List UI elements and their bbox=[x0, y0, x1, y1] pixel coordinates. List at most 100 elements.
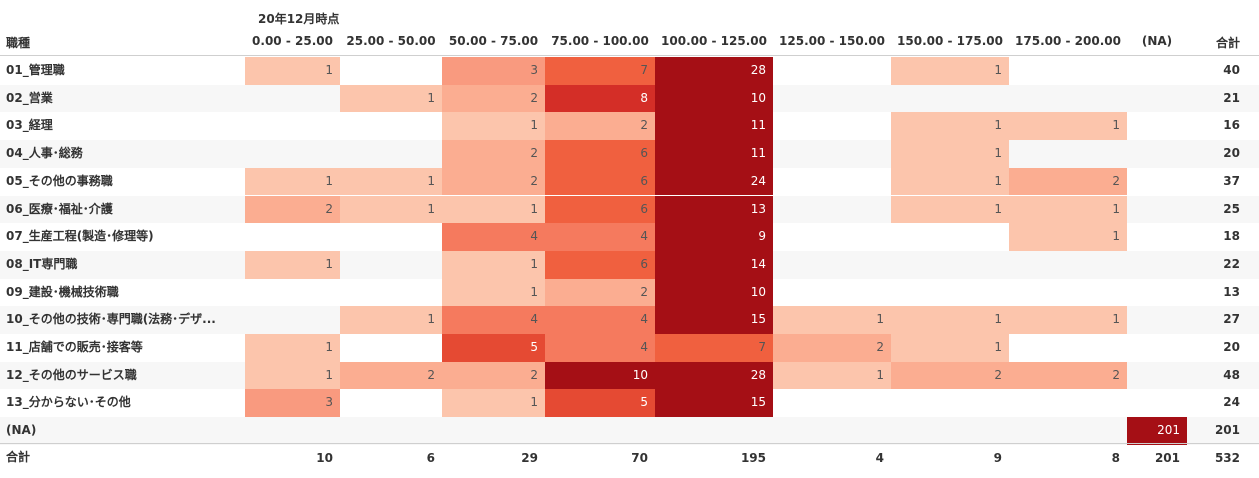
heatmap-cell: 1 bbox=[442, 389, 545, 418]
table-row: 11_店舗での販売･接客等 1 5 4 7 2 1 20 bbox=[0, 334, 1259, 362]
heatmap-cell: 2 bbox=[891, 361, 1009, 390]
row-label: 03_経理 bbox=[6, 118, 53, 133]
heatmap-cell: 1 bbox=[442, 250, 545, 279]
column-total: 29 bbox=[521, 451, 538, 465]
heatmap-cell: 3 bbox=[245, 389, 340, 418]
heatmap-cell: 2 bbox=[442, 84, 545, 113]
heatmap-cell: 5 bbox=[545, 389, 655, 418]
heatmap-cell: 2 bbox=[1009, 361, 1127, 390]
table-row: 12_その他のサービス職 1 2 2 10 28 1 2 2 48 bbox=[0, 361, 1259, 390]
heatmap-cell: 11 bbox=[655, 112, 773, 141]
row-total: 201 bbox=[1214, 423, 1240, 438]
table-row: 03_経理 1 2 11 1 1 16 bbox=[0, 112, 1259, 141]
row-label: 05_その他の事務職 bbox=[6, 173, 113, 188]
table-row: 06_医療･福祉･介護 2 1 1 6 13 1 1 25 bbox=[0, 195, 1259, 224]
column-header: 75.00 - 100.00 bbox=[551, 34, 649, 48]
row-total: 25 bbox=[1223, 201, 1240, 216]
heatmap-cell: 2 bbox=[773, 334, 891, 362]
heatmap-cell: 1 bbox=[245, 361, 340, 390]
row-label: 13_分からない･その他 bbox=[6, 395, 131, 410]
table-row: 10_その他の技術･専門職(法務･デザ... 1 4 4 15 1 1 1 27 bbox=[0, 306, 1259, 334]
heatmap-cell: 1 bbox=[245, 250, 340, 279]
heatmap-cell: 201 bbox=[1127, 417, 1187, 445]
heatmap-cell: 1 bbox=[245, 167, 340, 196]
heatmap-cell: 1 bbox=[891, 195, 1009, 224]
table-row: 05_その他の事務職 1 1 2 6 24 1 2 37 bbox=[0, 167, 1259, 196]
heatmap-cell: 3 bbox=[442, 57, 545, 85]
heatmap-cell: 5 bbox=[442, 334, 545, 362]
row-total: 37 bbox=[1223, 173, 1240, 188]
column-header: 25.00 - 50.00 bbox=[346, 34, 436, 48]
heatmap-cell: 1 bbox=[340, 306, 442, 334]
row-label: 10_その他の技術･専門職(法務･デザ... bbox=[6, 312, 216, 327]
heatmap-cell: 1 bbox=[442, 278, 545, 307]
heatmap-cell: 2 bbox=[442, 140, 545, 168]
table-row: 02_営業 1 2 8 10 21 bbox=[0, 84, 1259, 113]
heatmap-cell: 1 bbox=[773, 361, 891, 390]
heatmap-cell: 10 bbox=[655, 84, 773, 113]
column-total: 10 bbox=[316, 451, 333, 465]
footer-divider bbox=[0, 443, 1259, 444]
heatmap-cell: 1 bbox=[891, 112, 1009, 141]
column-header: 175.00 - 200.00 bbox=[1015, 34, 1121, 48]
heatmap-cell: 10 bbox=[545, 361, 655, 390]
column-total: 4 bbox=[875, 451, 884, 465]
table-row: (NA) 201 201 bbox=[0, 417, 1259, 445]
row-label: 01_管理職 bbox=[6, 63, 65, 77]
row-total: 20 bbox=[1223, 146, 1240, 161]
row-total: 21 bbox=[1223, 90, 1240, 105]
row-total: 40 bbox=[1223, 63, 1240, 77]
heatmap-cell: 1 bbox=[1009, 223, 1127, 251]
column-header: 150.00 - 175.00 bbox=[897, 34, 1003, 48]
heatmap-cell: 2 bbox=[442, 167, 545, 196]
heatmap-cell: 1 bbox=[1009, 306, 1127, 334]
heatmap-cell: 28 bbox=[655, 361, 773, 390]
row-label: 12_その他のサービス職 bbox=[6, 367, 137, 382]
column-header: (NA) bbox=[1141, 34, 1173, 48]
heatmap-cell: 9 bbox=[655, 223, 773, 251]
heatmap-cell: 1 bbox=[1009, 195, 1127, 224]
totals-row-label: 合計 bbox=[6, 450, 31, 464]
heatmap-cell: 1 bbox=[891, 57, 1009, 85]
column-header: 100.00 - 125.00 bbox=[661, 34, 767, 48]
heatmap-cell: 7 bbox=[545, 57, 655, 85]
column-total: 201 bbox=[1154, 451, 1180, 465]
heatmap-cell: 10 bbox=[655, 278, 773, 307]
column-total: 6 bbox=[426, 451, 435, 465]
column-header: 125.00 - 150.00 bbox=[779, 34, 885, 48]
heatmap-cell: 1 bbox=[442, 195, 545, 224]
column-header: 50.00 - 75.00 bbox=[448, 34, 539, 48]
row-total: 20 bbox=[1223, 340, 1240, 354]
row-label: 06_医療･福祉･介護 bbox=[6, 201, 113, 216]
table-row: 13_分からない･その他 3 1 5 15 24 bbox=[0, 389, 1259, 418]
row-label: 09_建設･機械技術職 bbox=[6, 284, 119, 299]
heatmap-cell: 2 bbox=[340, 361, 442, 390]
column-total: 195 bbox=[740, 451, 766, 465]
heatmap-cell: 1 bbox=[245, 57, 340, 85]
table-row: 09_建設･機械技術職 1 2 10 13 bbox=[0, 278, 1259, 307]
heatmap-cell: 2 bbox=[1009, 167, 1127, 196]
heatmap-cell: 4 bbox=[545, 223, 655, 251]
heatmap-cell: 2 bbox=[442, 361, 545, 390]
column-total: 70 bbox=[631, 451, 648, 465]
row-label: (NA) bbox=[6, 423, 37, 438]
heatmap-cell: 7 bbox=[655, 334, 773, 362]
heatmap-cell: 1 bbox=[891, 334, 1009, 362]
table-row: 01_管理職 1 3 7 28 1 40 bbox=[0, 57, 1259, 85]
heatmap-cell: 6 bbox=[545, 195, 655, 224]
row-label: 08_IT専門職 bbox=[6, 256, 78, 271]
row-total: 16 bbox=[1223, 118, 1240, 133]
header-divider bbox=[0, 55, 1259, 56]
heatmap-cell: 4 bbox=[442, 306, 545, 334]
heatmap-cell: 4 bbox=[545, 334, 655, 362]
grand-total: 532 bbox=[1214, 451, 1240, 465]
heatmap-cell: 14 bbox=[655, 250, 773, 279]
heatmap-cell: 8 bbox=[545, 84, 655, 113]
heatmap-cell: 15 bbox=[655, 306, 773, 334]
row-label: 11_店舗での販売･接客等 bbox=[6, 340, 143, 354]
total-column-header: 合計 bbox=[1215, 36, 1240, 50]
heatmap-cell: 1 bbox=[891, 306, 1009, 334]
heatmap-cell: 1 bbox=[1009, 112, 1127, 141]
heatmap-cell: 4 bbox=[545, 306, 655, 334]
